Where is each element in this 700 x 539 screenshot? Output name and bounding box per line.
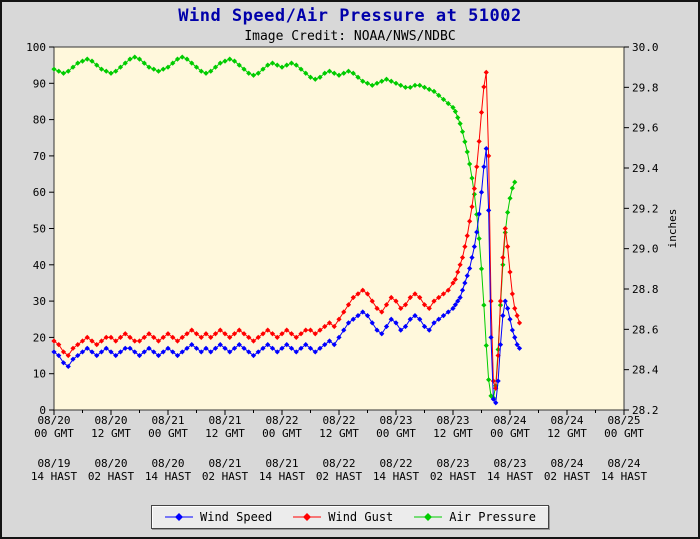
svg-text:90: 90	[33, 77, 46, 90]
image-credit: Image Credit: NOAA/NWS/NDBC	[244, 29, 456, 44]
svg-text:08/21: 08/21	[265, 457, 298, 470]
svg-text:100: 100	[26, 41, 46, 54]
svg-text:08/24: 08/24	[550, 457, 583, 470]
svg-text:28.8: 28.8	[632, 283, 659, 296]
y-axis-left: 0 10 20 30 40 50 60 70 80 90 100	[26, 41, 54, 417]
svg-text:00 GMT: 00 GMT	[34, 427, 74, 440]
svg-text:08/21: 08/21	[208, 414, 241, 427]
svg-text:08/23: 08/23	[436, 414, 469, 427]
wind-speed-marker-icon	[165, 513, 194, 521]
svg-text:60: 60	[33, 186, 46, 199]
y-axis-right: 28.2 28.4 28.6 28.8 29.0 29.2 29.4 29.6 29.8 30.0…	[624, 41, 679, 417]
svg-text:12 GMT: 12 GMT	[91, 427, 131, 440]
svg-text:00 GMT: 00 GMT	[604, 427, 644, 440]
svg-text:02 HAST: 02 HAST	[88, 470, 135, 483]
svg-text:50: 50	[33, 223, 46, 236]
svg-text:29.6: 29.6	[632, 122, 659, 135]
svg-text:14 HAST: 14 HAST	[487, 470, 534, 483]
svg-text:02 HAST: 02 HAST	[544, 470, 591, 483]
svg-text:14 HAST: 14 HAST	[145, 470, 192, 483]
svg-text:14 HAST: 14 HAST	[373, 470, 420, 483]
svg-text:00 GMT: 00 GMT	[490, 427, 530, 440]
svg-text:20: 20	[33, 331, 46, 344]
svg-text:08/22: 08/22	[322, 457, 355, 470]
svg-text:08/19: 08/19	[37, 457, 70, 470]
svg-text:70: 70	[33, 150, 46, 163]
series-air-pressure	[51, 54, 518, 401]
svg-text:08/24: 08/24	[550, 414, 583, 427]
svg-text:00 GMT: 00 GMT	[148, 427, 188, 440]
svg-text:12 GMT: 12 GMT	[433, 427, 473, 440]
svg-text:30.0: 30.0	[632, 41, 659, 54]
svg-text:14 HAST: 14 HAST	[31, 470, 78, 483]
legend-label-wind-speed: Wind Speed	[200, 510, 273, 524]
svg-text:08/23: 08/23	[379, 414, 412, 427]
svg-text:12 GMT: 12 GMT	[319, 427, 359, 440]
legend-label-air-pressure: Air Pressure	[449, 510, 536, 524]
legend-label-wind-gust: Wind Gust	[328, 510, 394, 524]
svg-text:08/20: 08/20	[37, 414, 70, 427]
svg-text:08/22: 08/22	[379, 457, 412, 470]
svg-text:08/23: 08/23	[493, 457, 526, 470]
svg-text:12 GMT: 12 GMT	[205, 427, 245, 440]
svg-text:28.2: 28.2	[632, 404, 659, 417]
svg-text:12 GMT: 12 GMT	[547, 427, 587, 440]
svg-text:02 HAST: 02 HAST	[316, 470, 363, 483]
svg-text:14 HAST: 14 HAST	[259, 470, 306, 483]
svg-text:0: 0	[39, 404, 46, 417]
svg-text:08/25: 08/25	[607, 414, 640, 427]
svg-text:08/22: 08/22	[322, 414, 355, 427]
y-axis-right-label: inches	[666, 209, 679, 249]
legend-item-wind-gust: Wind Gust	[292, 510, 393, 524]
svg-text:08/24: 08/24	[493, 414, 526, 427]
svg-text:28.6: 28.6	[632, 323, 659, 336]
svg-text:08/21: 08/21	[208, 457, 241, 470]
svg-text:08/24: 08/24	[607, 457, 640, 470]
svg-text:29.4: 29.4	[632, 162, 659, 175]
svg-text:08/20: 08/20	[94, 414, 127, 427]
svg-text:80: 80	[33, 114, 46, 127]
svg-text:40: 40	[33, 259, 46, 272]
air-pressure-marker-icon	[414, 513, 443, 521]
svg-text:29.8: 29.8	[632, 81, 659, 94]
svg-text:00 GMT: 00 GMT	[376, 427, 416, 440]
svg-text:08/22: 08/22	[265, 414, 298, 427]
svg-text:02 HAST: 02 HAST	[202, 470, 249, 483]
svg-text:08/20: 08/20	[94, 457, 127, 470]
svg-text:29.2: 29.2	[632, 202, 659, 215]
svg-text:14 HAST: 14 HAST	[601, 470, 648, 483]
svg-text:08/23: 08/23	[436, 457, 469, 470]
svg-text:30: 30	[33, 295, 46, 308]
series-wind-gust	[51, 69, 523, 391]
wind-gust-marker-icon	[293, 513, 322, 521]
legend-item-air-pressure: Air Pressure	[413, 510, 536, 524]
svg-text:10: 10	[33, 368, 46, 381]
svg-text:02 HAST: 02 HAST	[430, 470, 477, 483]
svg-text:00 GMT: 00 GMT	[262, 427, 302, 440]
chart-title: Wind Speed/Air Pressure at 51002	[178, 6, 522, 26]
svg-text:08/20: 08/20	[151, 457, 184, 470]
legend-item-wind-speed: Wind Speed	[164, 510, 272, 524]
series-wind-speed	[51, 146, 523, 406]
svg-text:08/21: 08/21	[151, 414, 184, 427]
legend: Wind Speed Wind Gust Air Pressure	[151, 505, 549, 529]
svg-text:28.4: 28.4	[632, 364, 659, 377]
svg-text:29.0: 29.0	[632, 243, 659, 256]
